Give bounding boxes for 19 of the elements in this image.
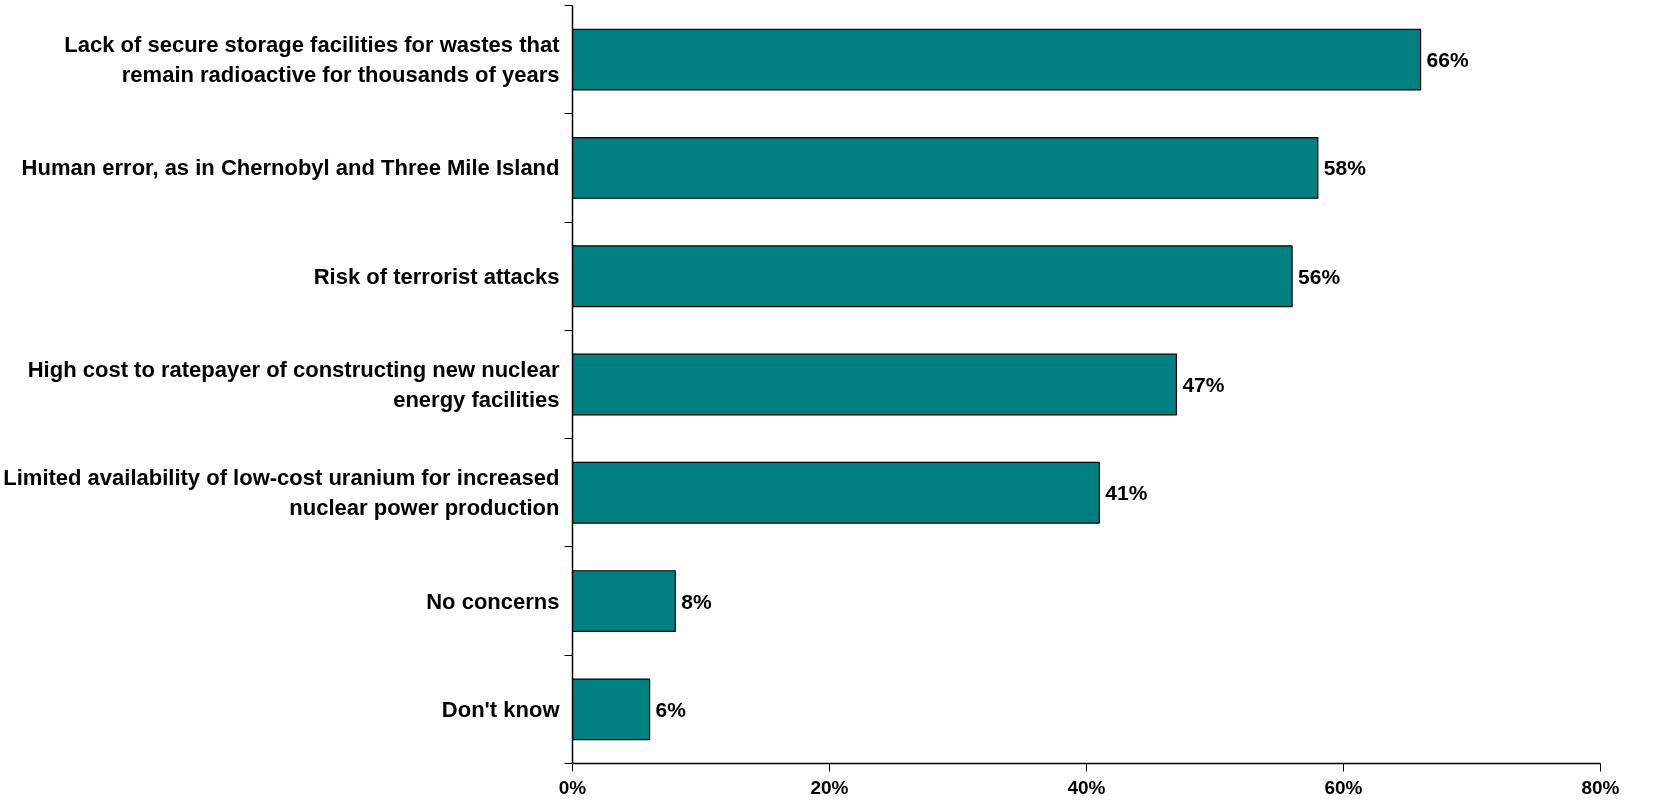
y-tick-label: High cost to ratepayer of constructing new nuclear energy facilities <box>27 357 560 412</box>
y-tick-label: Lack of secure storage facilities for wastes that remain radioactive for thousands of years <box>64 32 561 88</box>
data-label: 8% <box>681 589 712 613</box>
y-tick-label: Human error, as in Chernobyl and Three Mile Island <box>21 155 560 181</box>
y-tick-label: Don't know <box>441 696 561 722</box>
data-label: 47% <box>1182 373 1225 396</box>
data-label: 56% <box>1298 264 1341 288</box>
x-tick-label: 80% <box>1581 776 1620 798</box>
data-label: 58% <box>1323 156 1367 180</box>
y-tick-label: Risk of terrorist attacks <box>313 263 560 289</box>
data-label: 66% <box>1426 48 1469 72</box>
x-tick-label: 0% <box>558 776 587 798</box>
x-tick-label: 20% <box>810 776 849 798</box>
y-tick-label: No concerns <box>426 588 560 614</box>
x-tick-label: 40% <box>1067 776 1106 798</box>
data-label: 41% <box>1105 481 1148 505</box>
y-tick-label: Limited availability of low-cost uranium for increased nuclear power production <box>3 465 560 521</box>
data-label: 6% <box>655 697 687 721</box>
x-tick-label: 60% <box>1324 776 1363 798</box>
